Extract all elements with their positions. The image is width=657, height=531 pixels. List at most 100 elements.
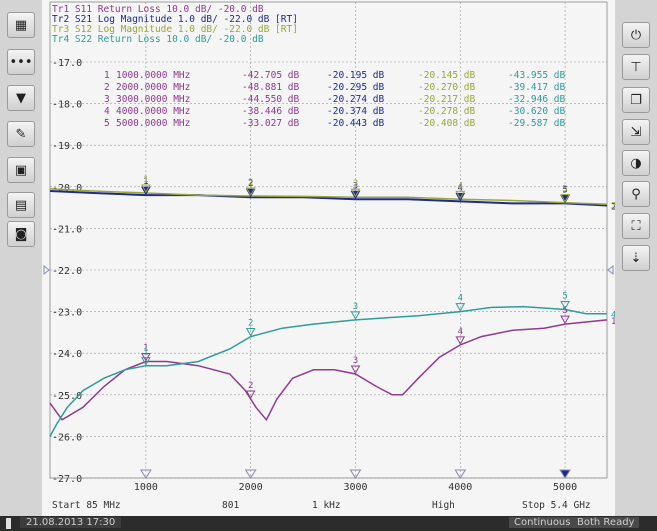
marker-label: 1	[143, 175, 148, 185]
ready-status: Both Ready	[572, 517, 640, 528]
marker-label: 3	[353, 179, 358, 189]
stimulus-marker-icon	[454, 469, 467, 479]
marker-1-s11	[141, 353, 151, 362]
marker-table-s11: -38.446 dB	[242, 106, 299, 117]
grid-icon[interactable]: ▦	[7, 12, 35, 38]
x-tick-label: 3000	[343, 482, 367, 493]
y-tick-label: -27.0	[52, 474, 82, 485]
x-tick-label: 4000	[448, 482, 472, 493]
marker-table-s11: -44.550 dB	[242, 94, 299, 105]
sweep-mode-button[interactable]: Continuous	[509, 517, 576, 528]
marker-label: 4	[458, 294, 463, 304]
stimulus-marker-icon	[559, 469, 571, 479]
marker-label: 5	[562, 306, 567, 316]
measurement-diagram[interactable]: -17.0 -18.0 -19.0 -20.0 -21.0 -22.0 -23.0 -24.0…	[42, 0, 615, 516]
camera-icon[interactable]: ◙	[7, 221, 35, 247]
marker-table-s22: -39.417 dB	[508, 82, 565, 93]
marker-table-s21: -20.274 dB	[327, 94, 384, 105]
marker-label: 3	[353, 356, 358, 366]
marker-table-s11: -48.881 dB	[242, 82, 299, 93]
trace-header-Tr2: Tr2 S21 Log Magnitude 1.0 dB/ -22.0 dB […	[52, 14, 298, 25]
marker-3-s11	[350, 365, 361, 375]
marker-label: 4	[458, 327, 463, 337]
save-icon[interactable]: ▣	[7, 157, 35, 183]
y-tick-label: -20.0	[52, 183, 82, 194]
marker-table-s21: -20.374 dB	[327, 106, 384, 117]
y-tick-label: -24.0	[52, 349, 82, 360]
marker-table-num: 5	[104, 118, 110, 129]
marker-table-num: 1	[104, 70, 110, 81]
scale-icon[interactable]: ⇲	[622, 119, 650, 145]
marker-label: 5	[562, 185, 567, 195]
marker-table-s12: -20.270 dB	[418, 82, 475, 93]
display-icon[interactable]: ▤	[7, 192, 35, 218]
y-tick-label: -17.0	[52, 58, 82, 69]
footer-points: 801	[222, 500, 239, 511]
marker-table-s22: -43.955 dB	[508, 70, 565, 81]
y-tick-label: -19.0	[52, 141, 82, 152]
marker-4-s22	[455, 303, 466, 312]
marker-label: 5	[562, 292, 567, 302]
marker-tool-icon[interactable]: ⊤	[622, 54, 650, 80]
trace-header-Tr4: Tr4 S22 Return Loss 10.0 dB/ -20.0 dB	[52, 34, 264, 45]
marker-label: 2	[248, 381, 253, 391]
marker-5-s11	[560, 315, 570, 325]
marker-1-s22	[141, 357, 151, 366]
marker-table-s21: -20.443 dB	[327, 118, 384, 129]
x-tick-label: 1000	[134, 482, 158, 493]
power-icon[interactable]: ⏻	[622, 22, 650, 48]
marker-table-s21: -20.295 dB	[327, 82, 384, 93]
marker-table-freq: 5000.0000 MHz	[116, 118, 190, 129]
right-toolbar: ⏻ ⊤ ❐ ⇲ ◑ ⚲ ⛶ ⇣	[614, 0, 657, 516]
trace-end-label: 1	[611, 317, 615, 327]
pen-icon[interactable]: ✎	[7, 121, 35, 147]
network-icon[interactable]: ⛶	[622, 213, 650, 239]
marker-label: 3	[353, 302, 358, 312]
marker-table-s22: -29.587 dB	[508, 118, 565, 129]
more-icon[interactable]: •••	[7, 49, 35, 75]
footer-power: High	[432, 500, 455, 511]
trace-icon[interactable]: ◑	[622, 150, 650, 176]
reference-left-icon	[43, 264, 50, 276]
marker-table-s12: -20.278 dB	[418, 106, 475, 117]
marker-label: 4	[458, 181, 463, 191]
marker-table-s22: -30.620 dB	[508, 106, 565, 117]
marker-4-s11	[455, 336, 466, 345]
marker-table-s12: -20.217 dB	[418, 94, 475, 105]
stimulus-marker-icon	[349, 469, 362, 479]
marker-table-s12: -20.408 dB	[418, 118, 475, 129]
marker-3-s22	[350, 311, 361, 320]
y-tick-label: -25.0	[52, 391, 82, 402]
plot-frame	[49, 1, 608, 479]
y-tick-label: -21.0	[52, 224, 82, 235]
y-tick-label: -18.0	[52, 100, 82, 111]
trace-header-Tr1: Tr1 S11 Return Loss 10.0 dB/ -20.0 dB	[52, 4, 264, 15]
marker-2-s12	[245, 187, 256, 196]
marker-label: 4	[458, 183, 463, 193]
trace-end-label: 2	[611, 203, 615, 213]
marker-label: 5	[562, 185, 567, 195]
reference-right-icon	[607, 264, 614, 276]
search-icon[interactable]: ⚲	[622, 181, 650, 207]
marker-table-num: 2	[104, 82, 110, 93]
marker-label: 2	[248, 179, 253, 189]
copy-icon[interactable]: ❐	[622, 87, 650, 113]
status-led-icon	[6, 518, 11, 529]
marker-label: 2	[248, 319, 253, 329]
status-datetime: 21.08.2013 17:30	[20, 517, 122, 528]
trace-chart[interactable]: -17.0 -18.0 -19.0 -20.0 -21.0 -22.0 -23.0 -24.0…	[42, 0, 615, 516]
trace-s22	[49, 305, 607, 437]
marker-4-s12	[455, 190, 466, 200]
marker-table-s22: -32.946 dB	[508, 94, 565, 105]
marker-5-s22	[560, 301, 570, 310]
marker-table-s21: -20.195 dB	[327, 70, 384, 81]
marker-label: 1	[143, 348, 148, 358]
y-tick-label: -26.0	[52, 432, 82, 443]
marker-1-s12	[141, 184, 151, 194]
filter-icon[interactable]: ▼	[7, 85, 35, 111]
marker-2-s11	[245, 390, 256, 399]
footer-stop: Stop 5.4 GHz	[522, 500, 591, 511]
footer-ifbw: 1 kHz	[312, 500, 341, 511]
pin-icon[interactable]: ⇣	[622, 245, 650, 271]
footer-start: Start 85 MHz	[52, 500, 121, 511]
